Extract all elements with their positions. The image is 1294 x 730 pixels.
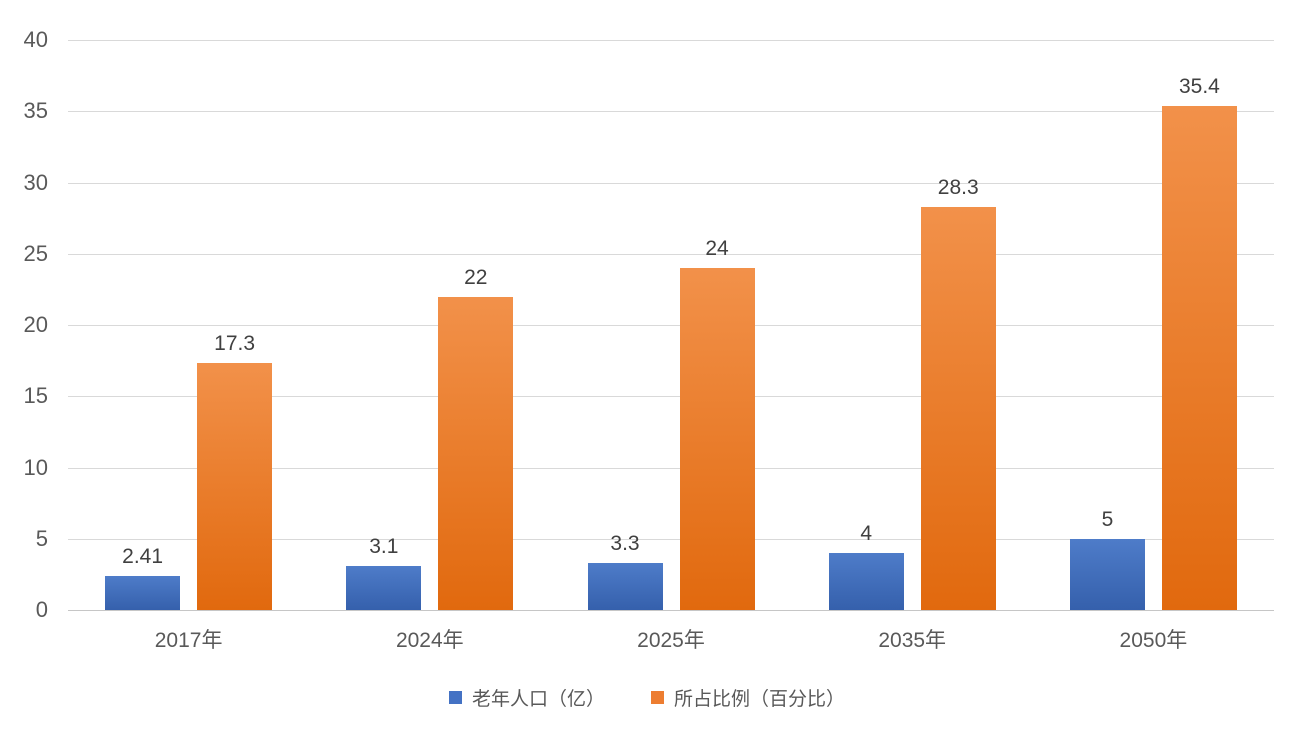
legend-swatch-icon [448, 691, 462, 704]
legend-swatch-icon [651, 691, 664, 704]
bar-series1-2050年: 5 [1069, 508, 1145, 610]
legend-item-series1: 老年人口（亿） [448, 684, 605, 711]
bar-group-2050年: 5 35.4 [1033, 40, 1274, 610]
gridline-20 [68, 325, 1274, 326]
x-tick-label-2025年: 2025年 [637, 629, 705, 652]
data-label: 35.4 [1178, 74, 1220, 98]
legend: 老年人口（亿） 所占比例（百分比） [0, 684, 1294, 711]
y-tick-label: 25 [23, 240, 48, 266]
bar-group-2025年: 3.3 24 [550, 40, 791, 610]
gridline-5 [68, 538, 1274, 540]
legend-label: 老年人口（亿） [471, 689, 605, 710]
bar-series2-2050年: 35.4 [1161, 75, 1237, 610]
gridline-15 [68, 396, 1274, 398]
bar-group-2035年: 4 28.3 [792, 40, 1033, 610]
y-tick-label: 30 [23, 169, 48, 195]
bar-series1-2035年: 4 [828, 522, 904, 610]
gridline-25 [68, 253, 1274, 255]
bar-series1-2024年: 3.1 [346, 535, 422, 610]
x-tick-label-2050年: 2050年 [1119, 629, 1188, 652]
y-tick-label: 10 [23, 454, 48, 480]
y-tick-label: 40 [23, 27, 48, 52]
bar-series2-2035年: 28.3 [920, 176, 996, 610]
data-label: 2.41 [122, 544, 164, 568]
data-label: 5 [1101, 507, 1114, 531]
data-label: 3.3 [610, 531, 640, 555]
bar-series1-2017年: 2.41 [105, 545, 181, 610]
bars-layer: 2.41 17.3 3.1 22 3.3 24 4 28.3 5 35.4 [68, 40, 1274, 610]
plot-area: 2.41 17.3 3.1 22 3.3 24 4 28.3 5 35.4 [68, 40, 1274, 611]
gridline-0 [68, 610, 1274, 611]
y-tick-label: 0 [35, 597, 48, 622]
data-label: 24 [705, 237, 729, 260]
y-tick-label: 20 [23, 312, 48, 337]
bar-series2-2024年: 22 [438, 266, 514, 610]
gridline-40 [68, 40, 1274, 41]
x-axis: 2017年 2024年 2025年 2035年 2050年 [68, 624, 1274, 654]
x-tick-label-2024年: 2024年 [395, 629, 464, 652]
gridline-30 [68, 182, 1274, 184]
bar-series2-2017年: 17.3 [197, 332, 273, 610]
y-tick-label: 35 [23, 98, 48, 124]
y-tick-label: 15 [23, 383, 48, 409]
data-label: 4 [860, 522, 873, 545]
y-tick-label: 5 [35, 525, 48, 551]
data-label: 3.1 [369, 534, 399, 558]
legend-item-series2: 所占比例（百分比） [651, 684, 845, 711]
gridline-35 [68, 111, 1274, 113]
bar-group-2024年: 3.1 22 [309, 40, 550, 610]
legend-label: 所占比例（百分比） [674, 689, 846, 710]
bar-series1-2025年: 3.3 [587, 532, 663, 610]
data-label: 17.3 [214, 332, 256, 356]
data-label: 28.3 [937, 175, 979, 199]
bar-series2-2025年: 24 [679, 237, 755, 610]
x-tick-label-2035年: 2035年 [878, 629, 947, 652]
bar-group-2017年: 2.41 17.3 [68, 40, 309, 610]
data-label: 22 [464, 265, 488, 289]
gridline-10 [68, 467, 1274, 469]
x-tick-label-2017年: 2017年 [154, 629, 223, 652]
